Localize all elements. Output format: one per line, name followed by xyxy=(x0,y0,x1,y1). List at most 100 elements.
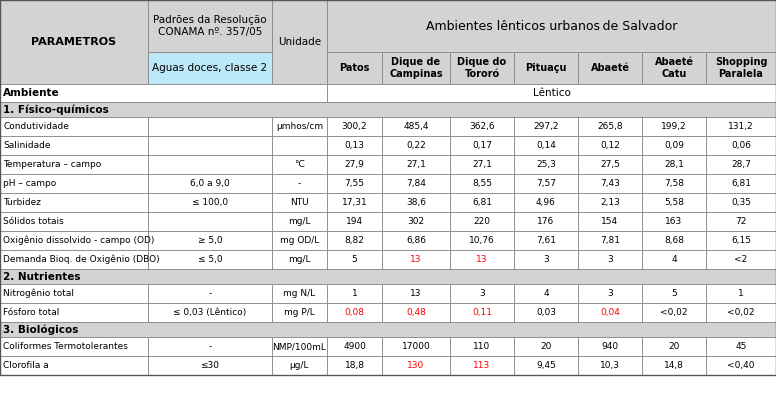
Bar xyxy=(642,174,706,193)
Text: 110: 110 xyxy=(473,342,490,351)
Text: mg/L: mg/L xyxy=(288,255,310,264)
Text: Clorofila a: Clorofila a xyxy=(3,361,49,370)
Bar xyxy=(514,356,578,375)
Bar xyxy=(578,52,642,84)
Text: 0,11: 0,11 xyxy=(472,308,492,317)
Bar xyxy=(450,155,514,174)
Text: 6,0 a 9,0: 6,0 a 9,0 xyxy=(190,179,230,188)
Bar xyxy=(642,303,706,322)
Bar xyxy=(272,212,327,231)
Text: 28,7: 28,7 xyxy=(731,160,751,169)
Text: 5,58: 5,58 xyxy=(664,198,684,207)
Bar xyxy=(706,250,776,269)
Bar xyxy=(272,337,327,356)
Text: 194: 194 xyxy=(346,217,363,226)
Bar xyxy=(272,356,327,375)
Bar xyxy=(148,193,272,212)
Text: 0,17: 0,17 xyxy=(472,141,492,150)
Bar xyxy=(382,193,450,212)
Text: 940: 940 xyxy=(601,342,618,351)
Bar xyxy=(578,193,642,212)
Text: 20: 20 xyxy=(540,342,552,351)
Bar xyxy=(642,356,706,375)
Bar xyxy=(327,212,382,231)
Bar xyxy=(706,193,776,212)
Text: mg OD/L: mg OD/L xyxy=(280,236,319,245)
Bar xyxy=(706,231,776,250)
Text: 7,57: 7,57 xyxy=(536,179,556,188)
Bar xyxy=(148,136,272,155)
Text: 7,61: 7,61 xyxy=(536,236,556,245)
Bar xyxy=(578,136,642,155)
Text: 1. Físico-químicos: 1. Físico-químicos xyxy=(3,104,109,115)
Bar xyxy=(0,84,327,102)
Text: 9,45: 9,45 xyxy=(536,361,556,370)
Bar xyxy=(706,52,776,84)
Bar xyxy=(148,250,272,269)
Bar xyxy=(578,174,642,193)
Bar xyxy=(514,193,578,212)
Bar xyxy=(382,250,450,269)
Text: ≥ 5,0: ≥ 5,0 xyxy=(198,236,222,245)
Bar xyxy=(642,212,706,231)
Bar xyxy=(642,193,706,212)
Text: Oxigênio dissolvido - campo (OD): Oxigênio dissolvido - campo (OD) xyxy=(3,236,154,245)
Bar xyxy=(327,284,382,303)
Bar xyxy=(272,136,327,155)
Bar xyxy=(272,250,327,269)
Bar xyxy=(578,303,642,322)
Text: 362,6: 362,6 xyxy=(469,122,495,131)
Bar xyxy=(148,155,272,174)
Text: mg/L: mg/L xyxy=(288,217,310,226)
Bar xyxy=(0,155,148,174)
Bar xyxy=(0,284,148,303)
Text: 3: 3 xyxy=(607,289,613,298)
Text: 300,2: 300,2 xyxy=(341,122,367,131)
Bar xyxy=(327,193,382,212)
Text: 265,8: 265,8 xyxy=(598,122,623,131)
Text: 163: 163 xyxy=(665,217,683,226)
Text: 0,09: 0,09 xyxy=(664,141,684,150)
Text: Coliformes Termotolerantes: Coliformes Termotolerantes xyxy=(3,342,128,351)
Text: 0,13: 0,13 xyxy=(345,141,365,150)
Text: 0,03: 0,03 xyxy=(536,308,556,317)
Bar xyxy=(327,0,776,52)
Bar xyxy=(0,0,148,84)
Bar xyxy=(514,284,578,303)
Bar xyxy=(327,155,382,174)
Bar xyxy=(578,284,642,303)
Text: 27,1: 27,1 xyxy=(472,160,492,169)
Bar xyxy=(0,322,776,337)
Bar xyxy=(0,337,148,356)
Text: Abaeté: Abaeté xyxy=(591,63,629,73)
Text: 4: 4 xyxy=(671,255,677,264)
Bar xyxy=(0,356,148,375)
Bar xyxy=(706,303,776,322)
Bar xyxy=(148,356,272,375)
Text: 8,55: 8,55 xyxy=(472,179,492,188)
Text: 0,12: 0,12 xyxy=(600,141,620,150)
Text: 27,5: 27,5 xyxy=(600,160,620,169)
Bar xyxy=(0,269,776,284)
Bar xyxy=(327,337,382,356)
Text: 297,2: 297,2 xyxy=(533,122,559,131)
Text: 485,4: 485,4 xyxy=(404,122,429,131)
Text: 3: 3 xyxy=(607,255,613,264)
Bar xyxy=(450,117,514,136)
Text: 2. Nutrientes: 2. Nutrientes xyxy=(3,271,81,281)
Bar xyxy=(272,193,327,212)
Bar xyxy=(450,303,514,322)
Text: <0,02: <0,02 xyxy=(660,308,688,317)
Bar xyxy=(514,52,578,84)
Bar xyxy=(514,155,578,174)
Bar xyxy=(642,52,706,84)
Text: 13: 13 xyxy=(476,255,488,264)
Text: 8,68: 8,68 xyxy=(664,236,684,245)
Text: 4: 4 xyxy=(543,289,549,298)
Bar xyxy=(382,212,450,231)
Text: 113: 113 xyxy=(473,361,490,370)
Text: 25,3: 25,3 xyxy=(536,160,556,169)
Bar xyxy=(0,102,776,117)
Bar xyxy=(514,136,578,155)
Bar xyxy=(382,356,450,375)
